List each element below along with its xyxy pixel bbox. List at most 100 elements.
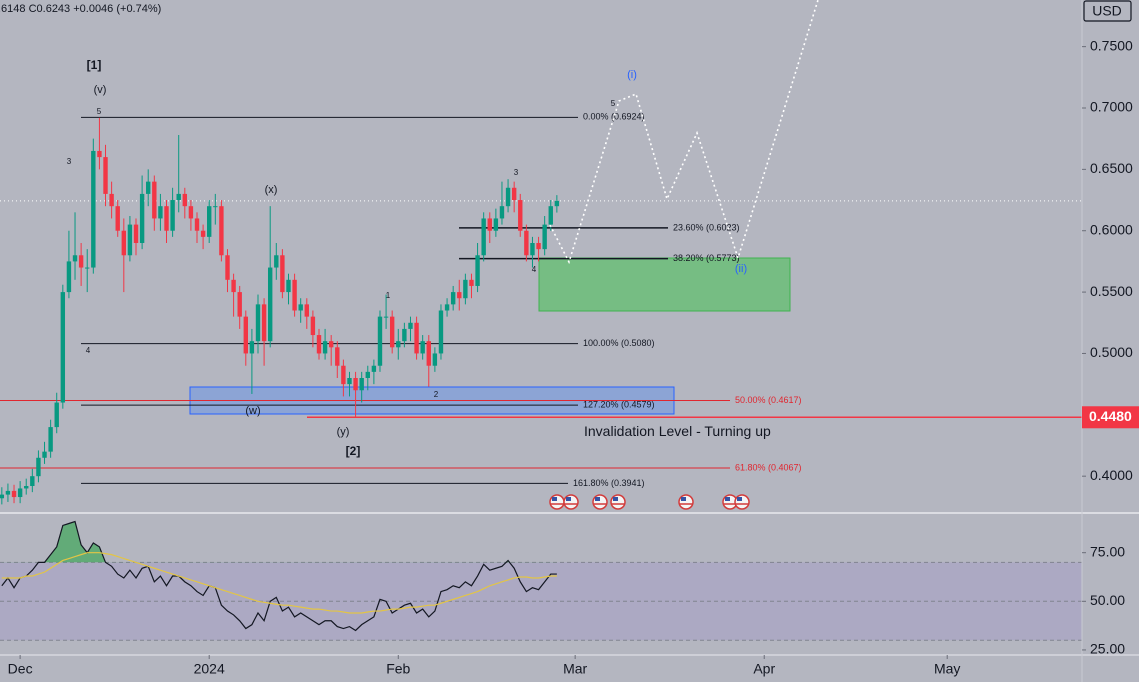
- event-flag-canton: [681, 497, 686, 501]
- candle-body: [444, 304, 450, 311]
- candle-body: [60, 292, 66, 403]
- candle-body: [200, 230, 206, 237]
- candle-body: [298, 304, 303, 311]
- wave-label: 5: [611, 99, 616, 108]
- fib-label: 23.60% (0.6023): [673, 222, 740, 232]
- candle-body: [524, 230, 529, 256]
- candle-body: [164, 206, 169, 231]
- fib-label: 50.00% (0.4617): [735, 395, 802, 405]
- overbought-fill: [1, 521, 557, 563]
- candle-body: [48, 427, 53, 452]
- candle-body: [548, 206, 553, 225]
- wave-label: (y): [337, 426, 350, 438]
- candle-body: [511, 187, 517, 201]
- x-tick-label: Feb: [386, 661, 410, 677]
- wave-label: 2: [434, 390, 439, 399]
- candle-body: [207, 206, 212, 237]
- candle-body: [152, 181, 157, 219]
- x-tick-label: Mar: [563, 661, 587, 677]
- candle-body: [432, 353, 438, 366]
- candle-body: [11, 490, 17, 498]
- candle-body: [389, 316, 395, 348]
- wave-label: 3: [67, 157, 72, 166]
- candle-body: [359, 378, 364, 391]
- wave-label: (w): [245, 405, 260, 417]
- candle-body: [542, 224, 547, 250]
- candle-body: [341, 365, 346, 385]
- candle-body: [85, 267, 90, 269]
- candle-body: [365, 371, 370, 378]
- candle-body: [237, 292, 242, 317]
- x-tick-label: May: [934, 661, 960, 677]
- currency-label: USD: [1092, 3, 1122, 19]
- candle-body: [249, 341, 255, 354]
- y-tick-label: 0.4000: [1090, 467, 1133, 483]
- candle-body: [115, 206, 120, 231]
- rsi-tick-label: 75.00: [1090, 543, 1125, 559]
- candle-body: [243, 316, 248, 354]
- candle-body: [133, 224, 139, 243]
- event-flag-canton: [737, 497, 742, 501]
- wave-label: (ii): [735, 263, 747, 275]
- projection-path: [549, 0, 819, 265]
- invalidation-text: Invalidation Level - Turning up: [584, 423, 771, 439]
- candle-body: [487, 218, 492, 231]
- price-label-box: [1082, 406, 1139, 429]
- fib-label: 161.80% (0.3941): [573, 478, 645, 488]
- candle-body: [280, 255, 285, 293]
- wave-label: [2]: [346, 444, 361, 458]
- candle-body: [255, 304, 261, 342]
- candle-body: [219, 206, 224, 256]
- candle-body: [91, 150, 96, 268]
- candle-body: [225, 255, 230, 280]
- fib-label: 127.20% (0.4579): [583, 399, 655, 409]
- price-pane: 0.00% (0.6924) 23.60% (0.6023) 38.20% (0.5…: [0, 0, 1082, 510]
- fib-label: 38.20% (0.5773): [673, 253, 740, 263]
- candle-body: [109, 193, 114, 207]
- ohlc-header: .6148 C0.6243 +0.0046 (+0.74%): [0, 3, 161, 15]
- fib-label: 0.00% (0.6924): [583, 112, 645, 122]
- candle-body: [274, 255, 279, 268]
- candle-body: [316, 335, 322, 354]
- candle-body: [347, 378, 352, 385]
- candle-body: [231, 279, 236, 293]
- candle-body: [72, 255, 78, 262]
- candle-body: [438, 310, 444, 354]
- candle-body: [310, 316, 316, 336]
- candle-body: [304, 304, 309, 317]
- candle-body: [420, 341, 425, 354]
- candle-body: [54, 402, 59, 428]
- candle-body: [536, 243, 541, 250]
- candle-body: [554, 200, 560, 207]
- wave-label: 5: [97, 107, 102, 116]
- candle-body: [371, 365, 377, 372]
- candle-body: [328, 341, 334, 348]
- rsi-line: [1, 552, 557, 614]
- candle-body: [42, 451, 47, 458]
- y-tick-label: 0.5500: [1090, 283, 1133, 299]
- candle-body: [139, 193, 145, 243]
- candle-body: [402, 328, 407, 342]
- candle-body: [267, 267, 273, 342]
- candle-body: [475, 255, 480, 286]
- candle-body: [36, 457, 41, 477]
- y-tick-label: 0.6000: [1090, 221, 1133, 237]
- wave-label: 1: [386, 291, 391, 300]
- wave-label: 4: [86, 346, 91, 355]
- candle-body: [24, 486, 29, 489]
- candle-body: [182, 193, 188, 207]
- candle-body: [5, 490, 11, 495]
- target-box: [538, 257, 791, 312]
- candle-body: [322, 341, 328, 354]
- candle-body: [396, 341, 401, 348]
- candle-body: [97, 150, 102, 158]
- candle-body: [17, 488, 23, 498]
- candle-body: [469, 279, 474, 286]
- currency-box: [1083, 0, 1132, 22]
- candle-body: [78, 255, 84, 268]
- wave-label: [1]: [87, 58, 102, 72]
- candle-body: [353, 378, 358, 391]
- candle-body: [457, 292, 462, 299]
